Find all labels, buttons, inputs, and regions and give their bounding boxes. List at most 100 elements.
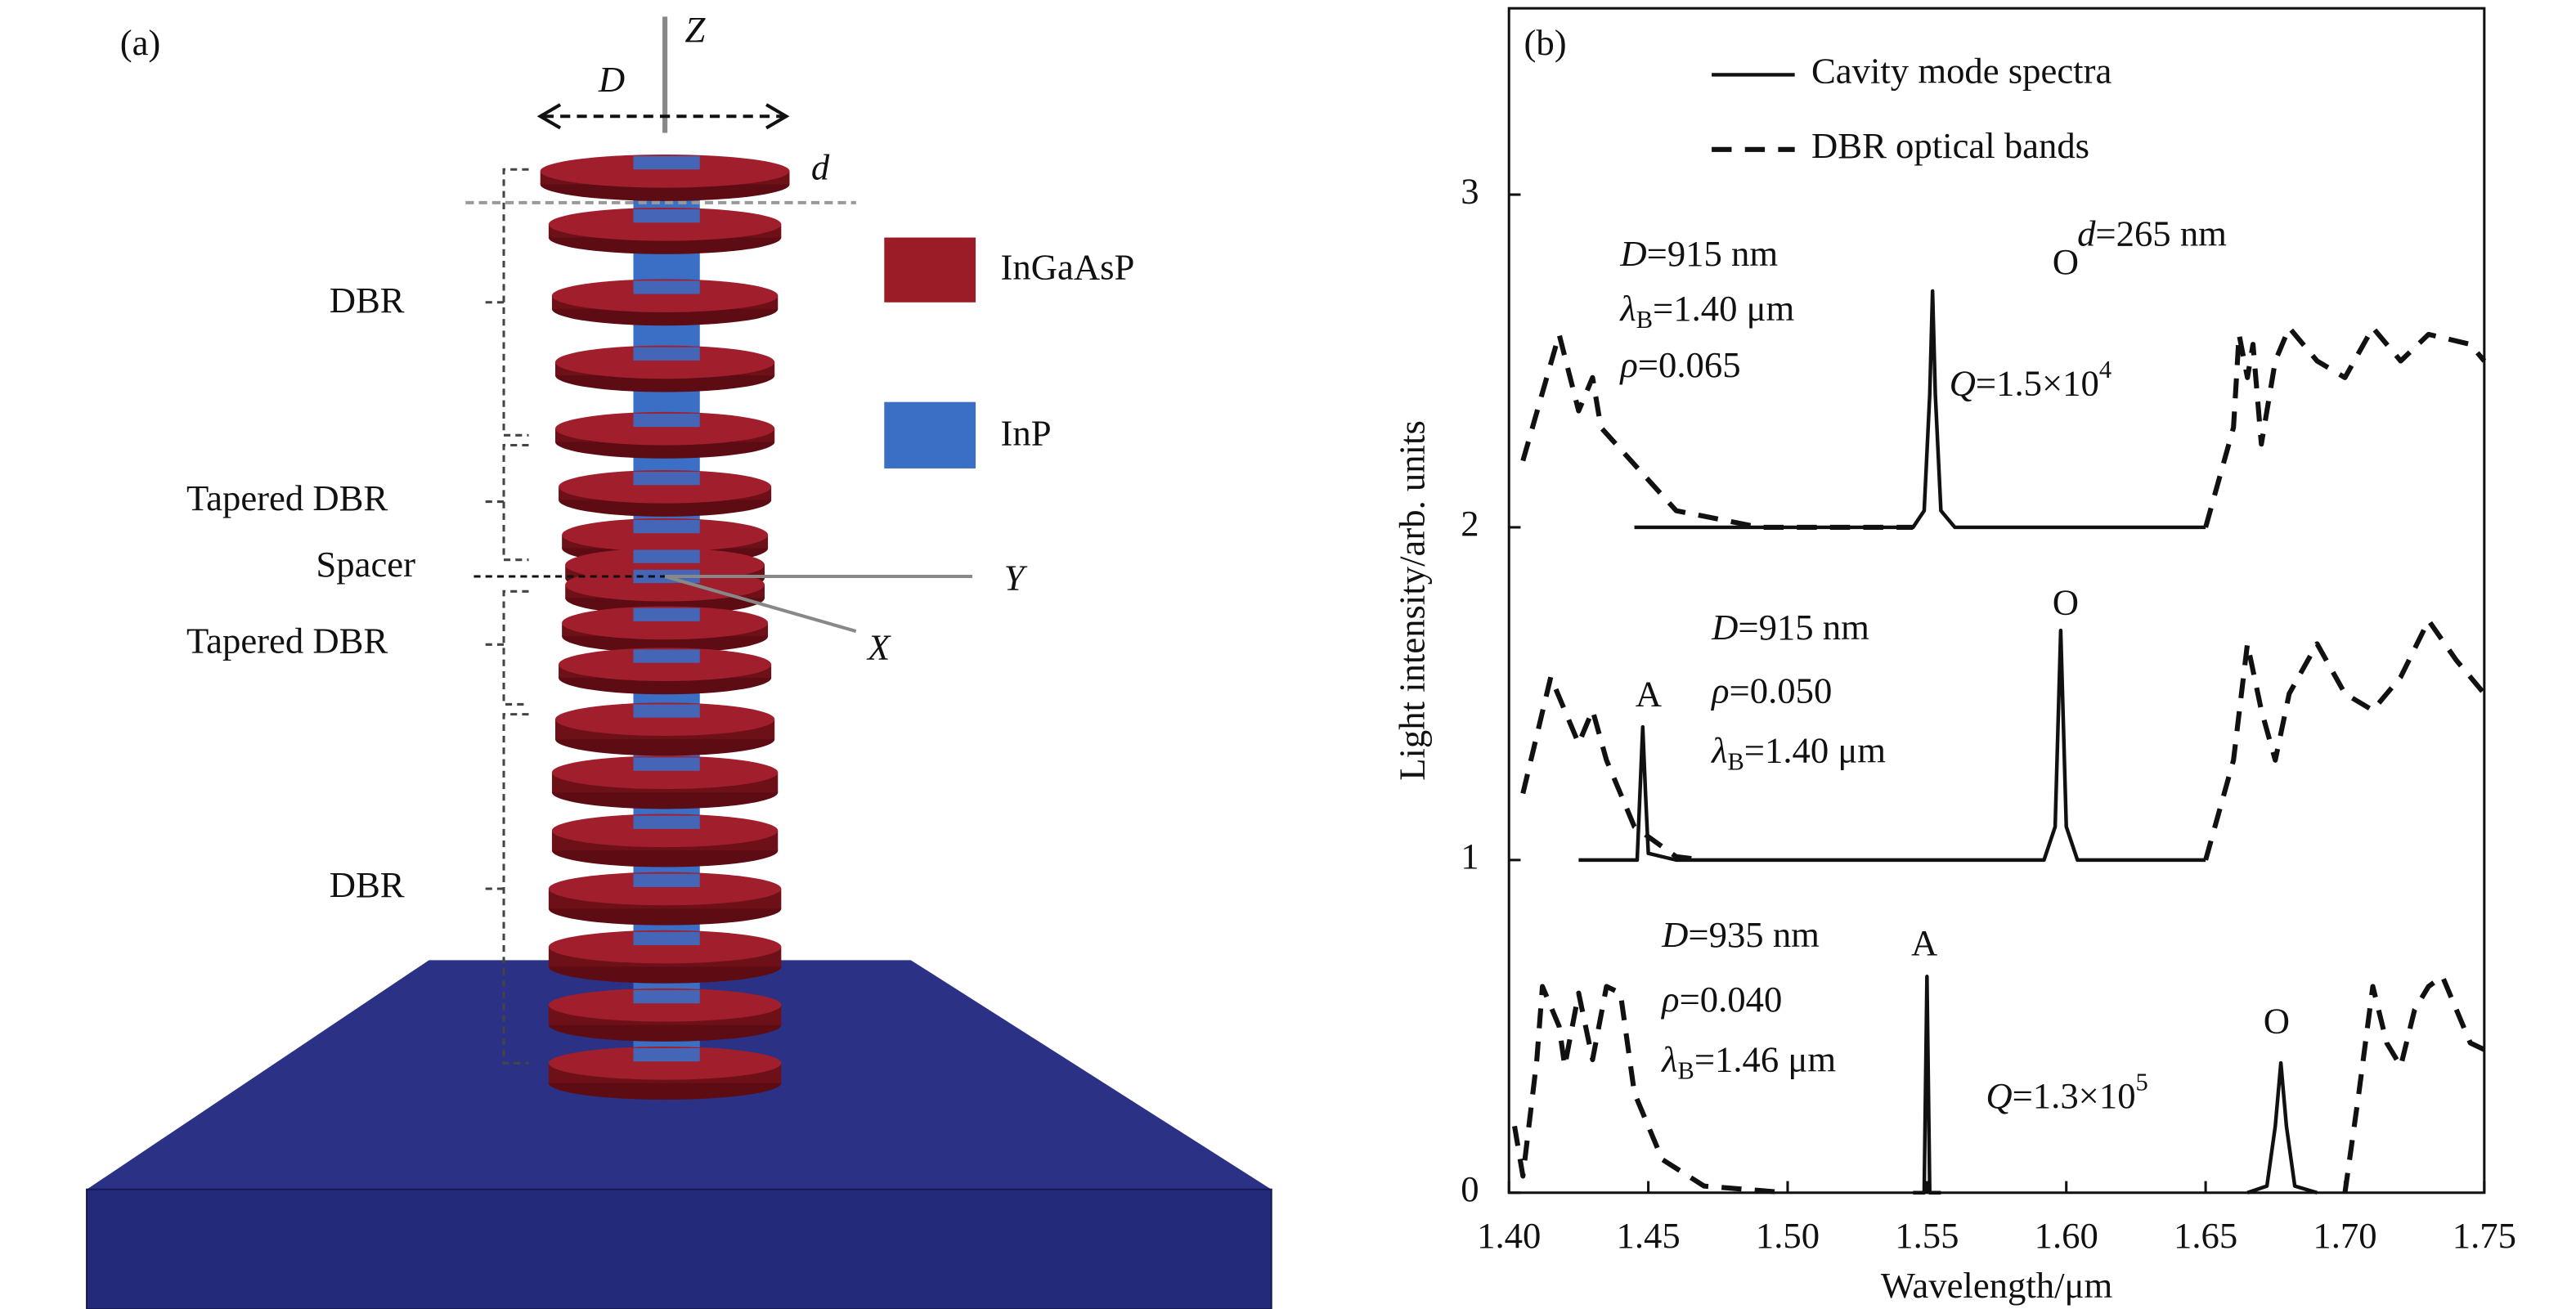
disc-top: [555, 411, 775, 446]
annotation-part: =935 nm: [1688, 914, 1820, 955]
inp-core-top: [633, 1048, 700, 1062]
y-axis-label: Y: [1004, 557, 1028, 598]
region-label: Tapered DBR: [186, 621, 388, 661]
annotation-part: λ: [1710, 730, 1727, 771]
annotation-part: =1.46 μm: [1694, 1039, 1837, 1080]
inp-core-top: [633, 815, 700, 829]
series-line: [1578, 289, 2318, 1195]
disc-top: [548, 930, 782, 964]
disc-top: [559, 469, 772, 504]
annotation-part: ρ: [1618, 344, 1637, 385]
annotation: O: [2264, 1001, 2290, 1042]
panel-label: (b): [1524, 22, 1567, 63]
annotation: A: [1636, 674, 1662, 715]
brackets: [482, 168, 529, 1065]
series-line: [1512, 325, 2487, 1195]
inp-core-top: [633, 208, 700, 223]
annotation-part: O: [2264, 1001, 2290, 1042]
annotation-part: =1.5×10: [1976, 363, 2099, 404]
arrow-head: [765, 103, 790, 130]
disc-top: [548, 988, 782, 1022]
annotation: λB=1.40 μm: [1710, 730, 1886, 776]
x-tick-label: 1.65: [2174, 1215, 2237, 1256]
annotation-part: B: [1727, 748, 1744, 776]
annotation: O: [2053, 241, 2079, 282]
x-tick-label: 1.70: [2313, 1215, 2376, 1256]
inp-core-top: [633, 519, 700, 534]
y-tick-label: 2: [1461, 503, 1479, 544]
legend-label: DBR optical bands: [1811, 125, 2089, 166]
bracket: [482, 168, 529, 437]
annotation-part: A: [1636, 674, 1662, 715]
inp-core-top: [633, 931, 700, 946]
annotation: λB=1.40 μm: [1618, 288, 1794, 334]
annotation-part: B: [1636, 306, 1653, 334]
inp-core-top: [633, 347, 700, 361]
annotation-part: =0.050: [1730, 670, 1833, 711]
inp-core-top: [633, 757, 700, 771]
y-tick-label: 3: [1461, 170, 1479, 211]
inp-core-top: [633, 155, 700, 170]
disc-top: [562, 606, 769, 640]
annotation-part: ρ: [1660, 979, 1679, 1020]
disc-top: [548, 1046, 782, 1080]
legend-label: Cavity mode spectra: [1811, 51, 2112, 92]
material-label: InGaAsP: [1001, 246, 1135, 287]
bracket: [482, 589, 529, 706]
annotation: ρ=0.050: [1710, 670, 1832, 711]
region-label: DBR: [330, 864, 405, 905]
disc-top: [540, 154, 790, 188]
diameter-label: D: [598, 59, 625, 100]
disc-top: [562, 518, 769, 552]
material-swatch: [884, 237, 976, 303]
inp-core-top: [633, 549, 700, 563]
disc-top: [551, 814, 779, 848]
annotation-part: Q: [1986, 1075, 2012, 1116]
annotation-part: D: [1661, 914, 1688, 955]
annotation: D=935 nm: [1661, 914, 1820, 955]
annotation-part: Q: [1950, 363, 1976, 404]
x-axis-label: Wavelength/μm: [1881, 1265, 2113, 1306]
pillar: [540, 154, 790, 1101]
panel-label: (a): [120, 22, 161, 63]
panel-b: (b) 1.40 1.45 1.50 1.55 1.60 1.65 1.70 1.75 0 1 2 3…: [1392, 7, 2516, 1306]
disc-top: [555, 345, 775, 379]
inp-core-top: [633, 989, 700, 1004]
annotation: Q=1.5×104: [1950, 356, 2112, 404]
inp-core-top: [633, 413, 700, 428]
annotation-part: 5: [2136, 1069, 2148, 1096]
x-tick-label: 1.60: [2035, 1215, 2098, 1256]
x-tick-label: 1.45: [1616, 1215, 1680, 1256]
region-label: Tapered DBR: [186, 477, 388, 518]
annotation-part: λ: [1618, 288, 1636, 329]
annotation-part: d: [2077, 213, 2096, 254]
y-axis-label: Light intensity/arb. units: [1392, 420, 1433, 781]
material-swatch: [884, 401, 976, 468]
x-tick-label: 1.50: [1756, 1215, 1820, 1256]
annotation-part: 4: [2099, 356, 2112, 383]
annotation: ρ=0.040: [1660, 979, 1782, 1020]
x-tick-label: 1.75: [2453, 1215, 2516, 1256]
annotation-part: λ: [1660, 1039, 1677, 1080]
z-label: Z: [684, 9, 706, 50]
disc-top: [551, 755, 779, 790]
bracket: [482, 443, 529, 562]
inp-core-top: [633, 873, 700, 887]
bracket: [482, 713, 529, 1065]
inp-core-top: [633, 704, 700, 718]
annotation-part: =265 nm: [2095, 213, 2227, 254]
annotation-part: D: [1711, 607, 1738, 648]
annotation-part: =1.40 μm: [1744, 730, 1887, 771]
inp-core-top: [633, 607, 700, 621]
inp-core-top: [633, 472, 700, 486]
y-tick-label: 0: [1461, 1168, 1479, 1209]
plot-frame: [1507, 7, 2486, 1195]
annotation-part: O: [2053, 241, 2079, 282]
annotation-part: ρ: [1710, 670, 1729, 711]
annotation: O: [2053, 582, 2079, 623]
annotation: d=265 nm: [2077, 213, 2227, 254]
annotation-part: D: [1619, 233, 1646, 274]
annotation: λB=1.46 μm: [1660, 1039, 1836, 1085]
disc-top: [548, 207, 782, 241]
y-tick-label: 1: [1461, 836, 1479, 876]
